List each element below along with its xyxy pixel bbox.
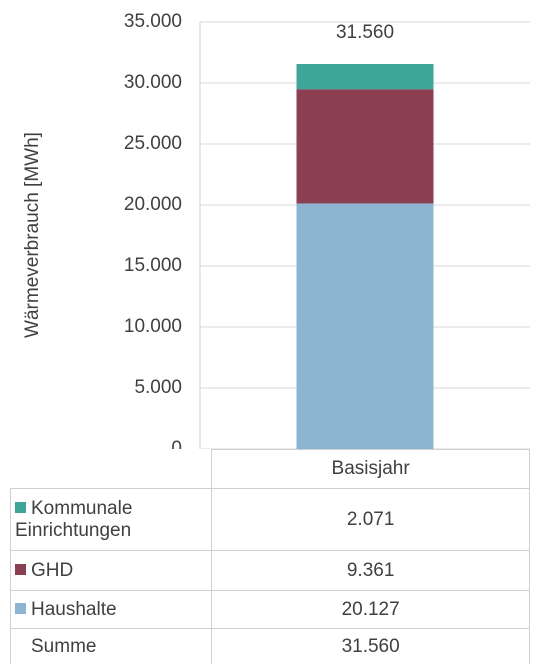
series-row: Haushalte 20.127 <box>9 590 530 629</box>
data-table: Basisjahr Kommunale Einrichtungen 2.071 GHD… <box>9 449 530 664</box>
category-label: Basisjahr <box>211 449 530 489</box>
y-tick-label: 10.000 <box>124 316 182 337</box>
legend-label: Kommunale Einrichtungen <box>15 497 133 541</box>
header-row: Basisjahr <box>11 449 530 489</box>
chart: Wärmeverbrauch [MWh] 0 5.000 10.000 15.000 2… <box>22 11 530 449</box>
y-tick-label: 30.000 <box>124 72 182 93</box>
legend-swatch <box>15 501 26 513</box>
series-row: Kommunale Einrichtungen 2.071 <box>9 488 530 551</box>
table-value: 2.071 <box>211 488 530 551</box>
legend-cell: GHD <box>9 550 213 591</box>
legend-label: GHD <box>31 559 74 581</box>
total-row: Summe 31.560 <box>9 628 530 664</box>
y-tick-label: 35.000 <box>124 11 182 32</box>
series-row: GHD 9.361 <box>9 550 530 591</box>
y-tick-label: 15.000 <box>124 255 182 276</box>
empty-cell <box>11 450 212 489</box>
y-tick-label: 25.000 <box>124 133 182 154</box>
table-value: 9.361 <box>211 550 530 591</box>
y-tick-label: 5.000 <box>134 377 182 398</box>
y-axis-title: Wärmeverbrauch [MWh] <box>22 132 43 338</box>
legend-cell: Haushalte <box>9 590 213 629</box>
bar-segment <box>296 63 434 90</box>
table-value: 31.560 <box>211 628 530 664</box>
bar-segment <box>296 89 434 204</box>
legend-cell: Kommunale Einrichtungen <box>9 488 213 551</box>
total-name: Summe <box>9 628 213 664</box>
total-label: 31.560 <box>336 22 394 43</box>
table-value: 20.127 <box>211 590 530 629</box>
legend-label: Haushalte <box>31 598 117 620</box>
legend-swatch <box>15 563 26 575</box>
bar-segment <box>296 203 434 449</box>
y-tick-label: 0 <box>171 438 182 449</box>
y-tick-label: 20.000 <box>124 194 182 215</box>
legend-swatch <box>15 602 26 614</box>
